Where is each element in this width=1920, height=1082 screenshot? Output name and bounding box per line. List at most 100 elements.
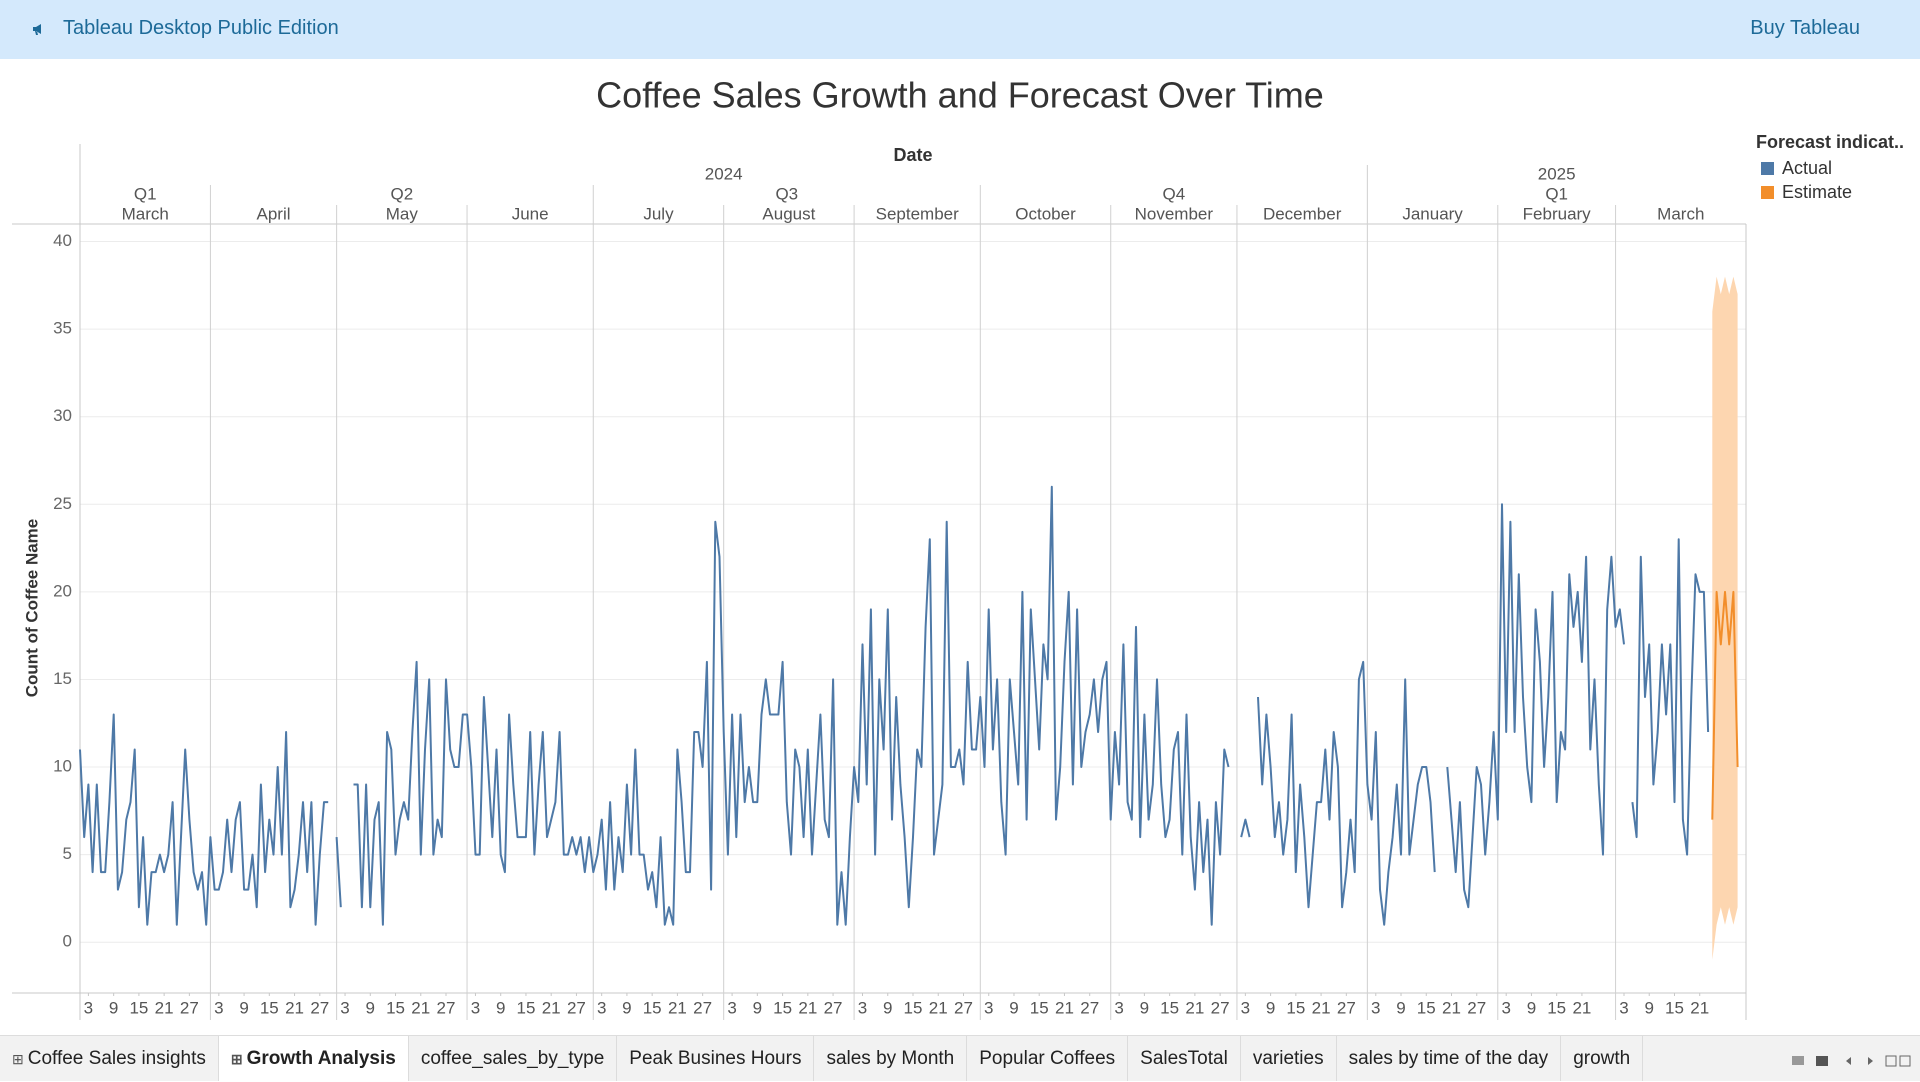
month-label: August (762, 204, 815, 223)
tab-label: Coffee Sales insights (27, 1048, 206, 1069)
x-tick-label: 3 (214, 998, 223, 1017)
x-tick-label: 27 (437, 998, 456, 1017)
navigation-icons (1792, 1055, 1911, 1067)
y-tick-label: 35 (53, 319, 72, 338)
tab-label: sales by time of the day (1348, 1048, 1549, 1069)
sheet-tab[interactable]: varieties (1241, 1036, 1337, 1081)
buy-button[interactable]: Buy Tableau (1750, 17, 1860, 39)
tab-label: Peak Busines Hours (629, 1048, 802, 1069)
month-label: May (386, 204, 419, 223)
chart-title: Coffee Sales Growth and Forecast Over Ti… (596, 75, 1324, 116)
sheet-tab[interactable]: ⊞ Growth Analysis (218, 1036, 409, 1081)
legend-label: Actual (1782, 158, 1832, 178)
tab-label: SalesTotal (1140, 1048, 1228, 1069)
x-tick-label: 27 (1337, 998, 1356, 1017)
tab-icon: ⊞ (12, 1051, 24, 1067)
y-tick-label: 25 (53, 494, 72, 513)
legend-title: Forecast indicat.. (1756, 132, 1904, 152)
x-tick-label: 15 (904, 998, 923, 1017)
x-tick-label: 9 (753, 998, 762, 1017)
x-tick-label: 21 (1690, 998, 1709, 1017)
x-tick-label: 27 (180, 998, 199, 1017)
x-tick-label: 3 (597, 998, 606, 1017)
x-tick-label: 9 (496, 998, 505, 1017)
x-tick-label: 27 (693, 998, 712, 1017)
month-label: June (512, 204, 549, 223)
sheet-tab[interactable]: SalesTotal (1128, 1036, 1241, 1081)
sheet-tab[interactable]: coffee_sales_by_type (409, 1036, 618, 1081)
chart: Coffee Sales Growth and Forecast Over Ti… (12, 75, 1904, 1020)
x-tick-label: 27 (1467, 998, 1486, 1017)
tab-label: Popular Coffees (979, 1048, 1116, 1069)
month-label: March (122, 204, 169, 223)
x-tick-label: 9 (239, 998, 248, 1017)
x-tick-label: 3 (1619, 998, 1628, 1017)
quarter-label: Q4 (1162, 184, 1185, 203)
month-label: January (1402, 204, 1463, 223)
x-tick-label: 15 (1417, 998, 1436, 1017)
y-tick-label: 0 (63, 932, 72, 951)
x-tick-label: 3 (1371, 998, 1380, 1017)
quarter-label: Q2 (390, 184, 413, 203)
x-tick-label: 15 (129, 998, 148, 1017)
x-tick-label: 27 (954, 998, 973, 1017)
x-tick-label: 27 (310, 998, 329, 1017)
month-label: November (1135, 204, 1214, 223)
x-axis-title: Date (893, 145, 932, 165)
x-tick-label: 3 (1114, 998, 1123, 1017)
top-bar: Tableau Desktop Public Edition Buy Table… (0, 0, 1920, 59)
x-tick-label: 15 (386, 998, 405, 1017)
y-axis-title: Count of Coffee Name (22, 519, 41, 698)
sheet-tabs: ⊞ Coffee Sales insights ⊞ Growth Analysis co… (0, 1035, 1920, 1081)
y-tick-label: 5 (63, 844, 72, 863)
y-tick-label: 30 (53, 406, 72, 425)
x-tick-label: 15 (1547, 998, 1566, 1017)
month-label: September (876, 204, 959, 223)
x-tick-label: 15 (643, 998, 662, 1017)
x-tick-label: 3 (340, 998, 349, 1017)
y-tick-label: 10 (53, 757, 72, 776)
tab-label: sales by Month (826, 1048, 955, 1069)
month-label: April (257, 204, 291, 223)
x-tick-label: 9 (109, 998, 118, 1017)
legend-swatch (1761, 186, 1774, 199)
x-tick-label: 21 (1185, 998, 1204, 1017)
x-tick-label: 15 (1665, 998, 1684, 1017)
quarter-label: Q1 (1545, 184, 1568, 203)
x-tick-label: 3 (1501, 998, 1510, 1017)
sheet-tab[interactable]: growth (1561, 1036, 1644, 1081)
x-tick-label: 9 (1527, 998, 1536, 1017)
x-tick-label: 15 (260, 998, 279, 1017)
sheet-tab[interactable]: sales by time of the day (1337, 1036, 1562, 1081)
x-tick-label: 9 (1009, 998, 1018, 1017)
x-tick-label: 3 (727, 998, 736, 1017)
x-tick-label: 21 (1312, 998, 1331, 1017)
x-tick-label: 27 (1080, 998, 1099, 1017)
series-line (79, 485, 1710, 926)
sheet-tab[interactable]: sales by Month (814, 1036, 968, 1081)
app-title: Tableau Desktop Public Edition (63, 17, 339, 39)
sheet-tab[interactable]: Popular Coffees (967, 1036, 1129, 1081)
x-tick-label: 9 (1645, 998, 1654, 1017)
x-tick-label: 21 (1572, 998, 1591, 1017)
series-line (1711, 590, 1739, 820)
quarter-label: Q3 (775, 184, 798, 203)
year-label: 2025 (1538, 164, 1576, 183)
megaphone-icon (33, 24, 41, 35)
tab-label: coffee_sales_by_type (420, 1048, 605, 1069)
month-label: July (643, 204, 674, 223)
sheet-tab[interactable]: ⊞ Coffee Sales insights (0, 1036, 219, 1081)
forecast-band (1712, 276, 1738, 960)
legend-label: Estimate (1782, 182, 1852, 202)
year-label: 2024 (705, 164, 743, 183)
x-tick-label: 21 (155, 998, 174, 1017)
x-tick-label: 15 (773, 998, 792, 1017)
x-tick-label: 21 (542, 998, 561, 1017)
x-tick-label: 9 (883, 998, 892, 1017)
x-tick-label: 9 (1140, 998, 1149, 1017)
quarter-label: Q1 (134, 184, 157, 203)
x-tick-label: 3 (858, 998, 867, 1017)
sheet-tab[interactable]: Peak Busines Hours (617, 1036, 815, 1081)
x-tick-label: 27 (1211, 998, 1230, 1017)
tab-icon: ⊞ (230, 1051, 243, 1067)
